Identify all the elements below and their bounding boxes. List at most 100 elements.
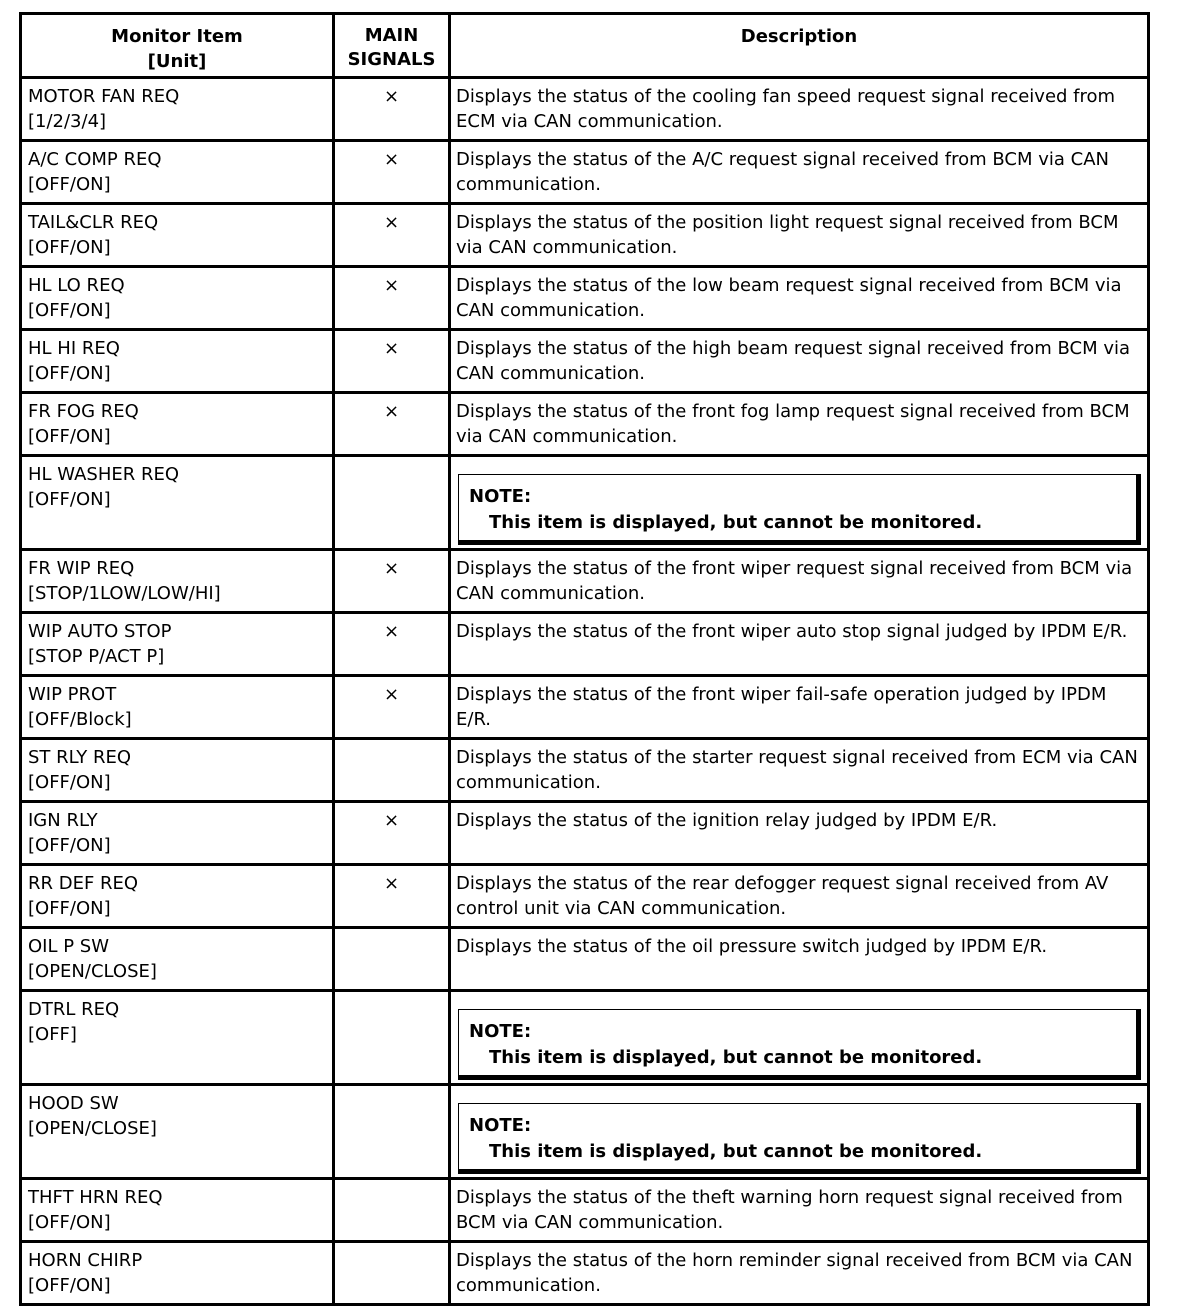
description-cell: Displays the status of the cooling fan s… [448, 76, 1150, 142]
description-cell: Displays the status of the A/C request s… [448, 139, 1150, 205]
note-text: This item is displayed, but cannot be mo… [489, 512, 983, 533]
main-signal-mark [332, 1083, 451, 1180]
description-cell: Displays the status of the theft warning… [448, 1177, 1150, 1243]
main-signal-mark: × [332, 265, 451, 331]
main-signal-mark: × [332, 548, 451, 614]
monitor-item-cell: HL WASHER REQ [OFF/ON] [19, 454, 335, 551]
table-row: FR FOG REQ [OFF/ON] × Displays the status o… [19, 391, 1150, 457]
table-row: A/C COMP REQ [OFF/ON] × Displays the status… [19, 139, 1150, 205]
monitor-item-name: FR FOG REQ [28, 401, 139, 422]
monitor-item-table: Monitor Item [Unit] MAIN SIGNALS Descripti… [19, 12, 1150, 1306]
description-cell: Displays the status of the front wiper a… [448, 611, 1150, 677]
note-title: NOTE: [469, 1115, 532, 1136]
monitor-item-unit: [OFF/ON] [28, 489, 111, 510]
table-row: HL HI REQ [OFF/ON] × Displays the status of… [19, 328, 1150, 394]
table-header-row: Monitor Item [Unit] MAIN SIGNALS Descripti… [19, 12, 1150, 79]
monitor-item-cell: HL HI REQ [OFF/ON] [19, 328, 335, 394]
description-cell: Displays the status of the low beam requ… [448, 265, 1150, 331]
monitor-item-cell: FR FOG REQ [OFF/ON] [19, 391, 335, 457]
monitor-item-unit: [OFF/ON] [28, 898, 111, 919]
main-signal-mark [332, 737, 451, 803]
monitor-item-unit: [STOP/1LOW/LOW/HI] [28, 583, 221, 604]
description-cell: NOTE: This item is displayed, but cannot … [448, 1083, 1150, 1180]
description-cell: Displays the status of the position ligh… [448, 202, 1150, 268]
note-text: This item is displayed, but cannot be mo… [489, 1141, 983, 1162]
monitor-item-cell: IGN RLY [OFF/ON] [19, 800, 335, 866]
table-row: HL WASHER REQ [OFF/ON] NOTE: This item is d… [19, 454, 1150, 551]
monitor-item-cell: FR WIP REQ [STOP/1LOW/LOW/HI] [19, 548, 335, 614]
monitor-item-unit: [OFF/ON] [28, 772, 111, 793]
monitor-item-cell: MOTOR FAN REQ [1/2/3/4] [19, 76, 335, 142]
main-signal-mark: × [332, 328, 451, 394]
table-row: RR DEF REQ [OFF/ON] × Displays the status o… [19, 863, 1150, 929]
main-signal-mark: × [332, 611, 451, 677]
monitor-item-cell: HORN CHIRP [OFF/ON] [19, 1240, 335, 1306]
monitor-item-cell: A/C COMP REQ [OFF/ON] [19, 139, 335, 205]
monitor-item-unit: [OFF/ON] [28, 426, 111, 447]
monitor-item-unit: [OFF/ON] [28, 300, 111, 321]
monitor-item-unit: [STOP P/ACT P] [28, 646, 165, 667]
table-row: THFT HRN REQ [OFF/ON] Displays the status … [19, 1177, 1150, 1243]
note-title: NOTE: [469, 1021, 532, 1042]
table-row: HORN CHIRP [OFF/ON] Displays the status of… [19, 1240, 1150, 1306]
main-signal-mark: × [332, 863, 451, 929]
monitor-item-unit: [OFF/ON] [28, 835, 111, 856]
main-signal-mark: × [332, 800, 451, 866]
monitor-item-name: ST RLY REQ [28, 747, 132, 768]
monitor-item-cell: WIP PROT [OFF/Block] [19, 674, 335, 740]
monitor-item-cell: WIP AUTO STOP [STOP P/ACT P] [19, 611, 335, 677]
monitor-item-name: MOTOR FAN REQ [28, 86, 180, 107]
note-box: NOTE: This item is displayed, but cannot … [458, 1009, 1141, 1080]
monitor-item-cell: TAIL&CLR REQ [OFF/ON] [19, 202, 335, 268]
monitor-item-unit: [OFF/ON] [28, 1212, 111, 1233]
monitor-item-cell: HL LO REQ [OFF/ON] [19, 265, 335, 331]
monitor-item-name: HORN CHIRP [28, 1250, 143, 1271]
main-signal-mark: × [332, 391, 451, 457]
description-cell: Displays the status of the rear defogger… [448, 863, 1150, 929]
table-row: OIL P SW [OPEN/CLOSE] Displays the status … [19, 926, 1150, 992]
monitor-item-unit: [OFF/Block] [28, 709, 132, 730]
table-row: WIP PROT [OFF/Block] × Displays the status … [19, 674, 1150, 740]
main-signal-mark [332, 926, 451, 992]
header-main-label: MAIN [364, 25, 419, 46]
main-signal-mark [332, 1240, 451, 1306]
header-description: Description [448, 12, 1150, 79]
monitor-item-cell: HOOD SW [OPEN/CLOSE] [19, 1083, 335, 1180]
header-unit-label: [Unit] [147, 51, 207, 72]
description-cell: Displays the status of the front wiper f… [448, 674, 1150, 740]
description-cell: Displays the status of the horn reminder… [448, 1240, 1150, 1306]
description-cell: Displays the status of the starter reque… [448, 737, 1150, 803]
description-cell: NOTE: This item is displayed, but cannot … [448, 454, 1150, 551]
table-row: FR WIP REQ [STOP/1LOW/LOW/HI] × Displays th… [19, 548, 1150, 614]
monitor-item-name: IGN RLY [28, 810, 98, 831]
table-row: ST RLY REQ [OFF/ON] Displays the status of… [19, 737, 1150, 803]
monitor-item-name: WIP AUTO STOP [28, 621, 172, 642]
header-item-label: Monitor Item [111, 26, 243, 47]
monitor-item-unit: [OFF/ON] [28, 174, 111, 195]
monitor-item-name: HOOD SW [28, 1093, 119, 1114]
note-box: NOTE: This item is displayed, but cannot … [458, 474, 1141, 545]
description-cell: Displays the status of the high beam req… [448, 328, 1150, 394]
main-signal-mark: × [332, 674, 451, 740]
monitor-item-name: WIP PROT [28, 684, 117, 705]
monitor-item-unit: [OFF/ON] [28, 237, 111, 258]
table-row: DTRL REQ [OFF] NOTE: This item is displayed… [19, 989, 1150, 1086]
monitor-item-cell: OIL P SW [OPEN/CLOSE] [19, 926, 335, 992]
table-row: IGN RLY [OFF/ON] × Displays the status of t… [19, 800, 1150, 866]
table-row: TAIL&CLR REQ [OFF/ON] × Displays the status… [19, 202, 1150, 268]
table-row: HL LO REQ [OFF/ON] × Displays the status of… [19, 265, 1150, 331]
header-signals-label: SIGNALS [347, 49, 436, 70]
main-signal-mark [332, 989, 451, 1086]
monitor-item-name: HL WASHER REQ [28, 464, 180, 485]
monitor-item-unit: [OPEN/CLOSE] [28, 961, 157, 982]
header-main-signals: MAIN SIGNALS [332, 12, 451, 79]
header-monitor-item: Monitor Item [Unit] [19, 12, 335, 79]
description-cell: Displays the status of the ignition rela… [448, 800, 1150, 866]
monitor-item-unit: [OFF/ON] [28, 363, 111, 384]
description-cell: Displays the status of the front fog lam… [448, 391, 1150, 457]
description-cell: Displays the status of the oil pressure … [448, 926, 1150, 992]
monitor-item-name: OIL P SW [28, 936, 110, 957]
main-signal-mark [332, 454, 451, 551]
monitor-item-unit: [OFF] [28, 1024, 77, 1045]
note-title: NOTE: [469, 486, 532, 507]
